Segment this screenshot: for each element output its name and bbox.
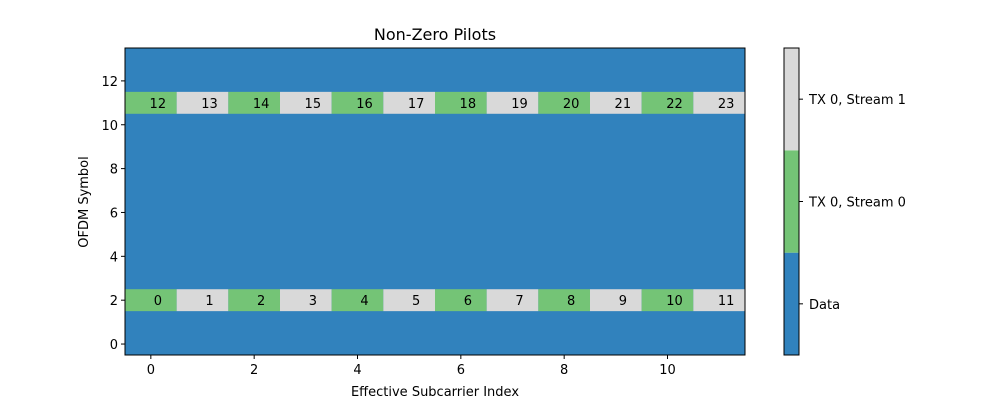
cell-label: 14 xyxy=(253,97,270,112)
heatmap-cell xyxy=(383,289,435,312)
y-tick-label: 4 xyxy=(110,250,118,265)
colorbar-segment xyxy=(784,252,799,355)
heatmap-cell xyxy=(176,289,229,312)
cell-label: 9 xyxy=(619,294,627,309)
heatmap-cell xyxy=(228,289,280,312)
heatmap-cell xyxy=(383,91,435,114)
x-tick-label: 4 xyxy=(353,363,361,378)
colorbar-frame xyxy=(783,47,800,356)
cell-label: 3 xyxy=(309,294,317,309)
cell-label: 5 xyxy=(412,294,420,309)
colorbar-tick-label: TX 0, Stream 1 xyxy=(808,93,906,108)
x-tick-label: 10 xyxy=(659,363,676,378)
colorbar-tick-label: Data xyxy=(809,298,840,313)
heatmap-cell xyxy=(125,91,177,114)
cell-label: 15 xyxy=(305,97,322,112)
cell-label: 21 xyxy=(615,97,632,112)
heatmap-cell xyxy=(331,289,384,312)
y-tick-label: 8 xyxy=(110,163,118,178)
cell-label: 2 xyxy=(257,294,265,309)
colorbar: Data TX 0, Stream 0 TX 0, Stream 1 xyxy=(783,47,906,356)
x-tick-label: 2 xyxy=(250,363,258,378)
heatmap-cell xyxy=(331,91,384,114)
heatmap-cell xyxy=(693,289,745,312)
x-tick-label: 6 xyxy=(457,363,465,378)
cell-label: 12 xyxy=(150,97,167,112)
cell-label: 6 xyxy=(464,294,472,309)
cell-label: 0 xyxy=(154,294,162,309)
heatmap-cell xyxy=(280,91,332,114)
heatmap-cell xyxy=(641,289,694,312)
x-axis: 0 2 4 6 8 10 xyxy=(147,355,676,378)
cell-label: 16 xyxy=(356,97,373,112)
y-tick-label: 6 xyxy=(110,206,118,221)
heatmap-cell xyxy=(486,91,539,114)
x-axis-label: Effective Subcarrier Index xyxy=(351,385,519,400)
heatmap-cell xyxy=(590,289,642,312)
y-axis: 0 2 4 6 8 10 12 xyxy=(101,75,125,353)
plot-frame xyxy=(124,47,746,356)
x-tick-label: 0 xyxy=(147,363,155,378)
cell-label: 8 xyxy=(567,294,575,309)
heatmap-cell xyxy=(641,91,694,114)
y-axis-label: OFDM Symbol xyxy=(77,156,92,248)
heatmap-cell xyxy=(486,289,539,312)
heatmap-cell xyxy=(125,289,177,312)
cell-label: 13 xyxy=(201,97,218,112)
heatmap-cell xyxy=(280,289,332,312)
heatmap-cell xyxy=(435,91,487,114)
y-tick-label: 0 xyxy=(110,338,118,353)
colorbar-segment xyxy=(784,48,799,151)
heatmap-cell xyxy=(435,289,487,312)
x-tick-label: 8 xyxy=(560,363,568,378)
heatmap-cell xyxy=(176,91,229,114)
colorbar-tick-label: TX 0, Stream 0 xyxy=(808,196,906,211)
cell-label: 11 xyxy=(718,294,735,309)
cell-label: 17 xyxy=(408,97,425,112)
cell-label: 19 xyxy=(511,97,528,112)
y-tick-label: 10 xyxy=(101,119,118,134)
y-tick-label: 2 xyxy=(110,294,118,309)
heatmap-cell xyxy=(538,91,590,114)
cell-label: 1 xyxy=(205,294,213,309)
colorbar-segment xyxy=(784,150,799,253)
y-tick-label: 12 xyxy=(101,75,118,90)
heatmap-cell xyxy=(538,289,590,312)
heatmap-cell xyxy=(590,91,642,114)
heatmap-cell xyxy=(228,91,280,114)
chart-title: Non-Zero Pilots xyxy=(374,25,496,44)
cell-label: 22 xyxy=(666,97,683,112)
heatmap-cell xyxy=(693,91,745,114)
cell-label: 7 xyxy=(515,294,523,309)
cell-label: 10 xyxy=(666,294,683,309)
cell-label: 20 xyxy=(563,97,580,112)
cell-label: 4 xyxy=(360,294,368,309)
cell-label: 18 xyxy=(460,97,477,112)
cell-label: 23 xyxy=(718,97,735,112)
